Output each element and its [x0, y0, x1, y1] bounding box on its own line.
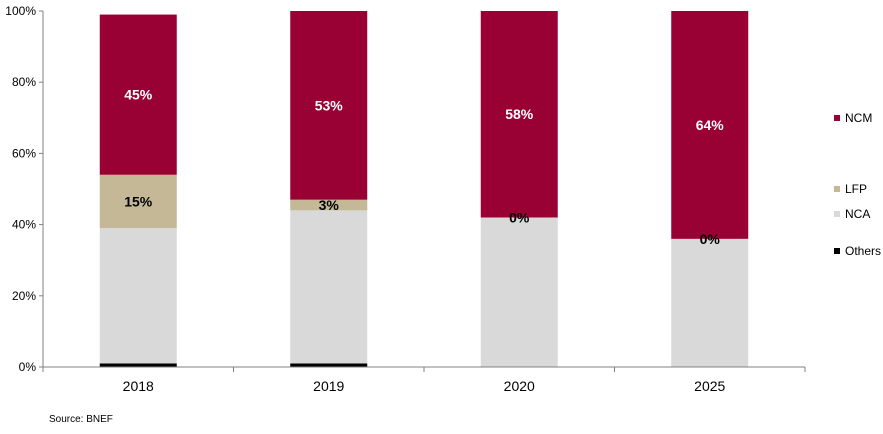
x-tick-label-2019: 2019: [313, 378, 344, 394]
bar-segment-ncm-2019: [290, 11, 368, 200]
bar-segment-lfp-2019: [290, 199, 368, 211]
data-label-ncm-2018: 45%: [124, 87, 153, 103]
y-tick-label: 100%: [5, 4, 36, 18]
bar-segment-ncm-2025: [671, 11, 749, 239]
y-tick-label: 20%: [12, 289, 36, 303]
legend-swatch-ncm: [834, 115, 840, 121]
bar-segment-ncm-2020: [480, 11, 558, 218]
bar-segment-nca-2019: [290, 210, 368, 364]
bar-segment-ncm-2018: [99, 14, 177, 175]
legend-swatch-lfp: [834, 186, 840, 192]
legend-label-nca: NCA: [845, 207, 870, 221]
x-tick-label-2020: 2020: [504, 378, 535, 394]
legend-swatch-others: [834, 248, 840, 254]
legend: NCM LFP NCA Others: [834, 111, 881, 258]
legend-label-lfp: LFP: [845, 182, 867, 196]
data-label-ncm-2020: 58%: [505, 106, 534, 122]
source-note: Source: BNEF: [49, 414, 113, 425]
data-label-ncm-2025: 64%: [696, 117, 725, 133]
x-axis: 2018 2019 2020 2025: [42, 366, 806, 394]
data-label-lfp-2025: 0%: [700, 231, 721, 247]
y-tick-label: 0%: [19, 360, 37, 374]
bar-segment-others-2018: [99, 363, 177, 367]
bar-segment-others-2019: [290, 363, 368, 367]
data-labels: 15% 45% 3% 53% 0% 58% 0% 64%: [124, 87, 724, 247]
bar-segment-lfp-2018: [99, 174, 177, 229]
data-label-lfp-2018: 15%: [124, 193, 153, 209]
y-tick-label: 60%: [12, 146, 36, 160]
data-label-ncm-2019: 53%: [315, 97, 344, 113]
data-label-lfp-2020: 0%: [509, 209, 530, 225]
legend-swatch-nca: [834, 211, 840, 217]
x-tick-label-2025: 2025: [694, 378, 725, 394]
bars: [99, 11, 749, 367]
bar-segment-nca-2018: [99, 228, 177, 364]
bar-segment-nca-2025: [671, 238, 749, 367]
y-tick-label: 80%: [12, 75, 36, 89]
y-tick-label: 40%: [12, 218, 36, 232]
y-axis: 0% 20% 40% 60% 80% 100%: [5, 4, 44, 374]
data-label-lfp-2019: 3%: [319, 197, 340, 213]
x-tick-label-2018: 2018: [123, 378, 154, 394]
legend-label-others: Others: [845, 244, 881, 258]
legend-label-ncm: NCM: [845, 111, 872, 125]
bar-segment-nca-2020: [480, 217, 558, 367]
